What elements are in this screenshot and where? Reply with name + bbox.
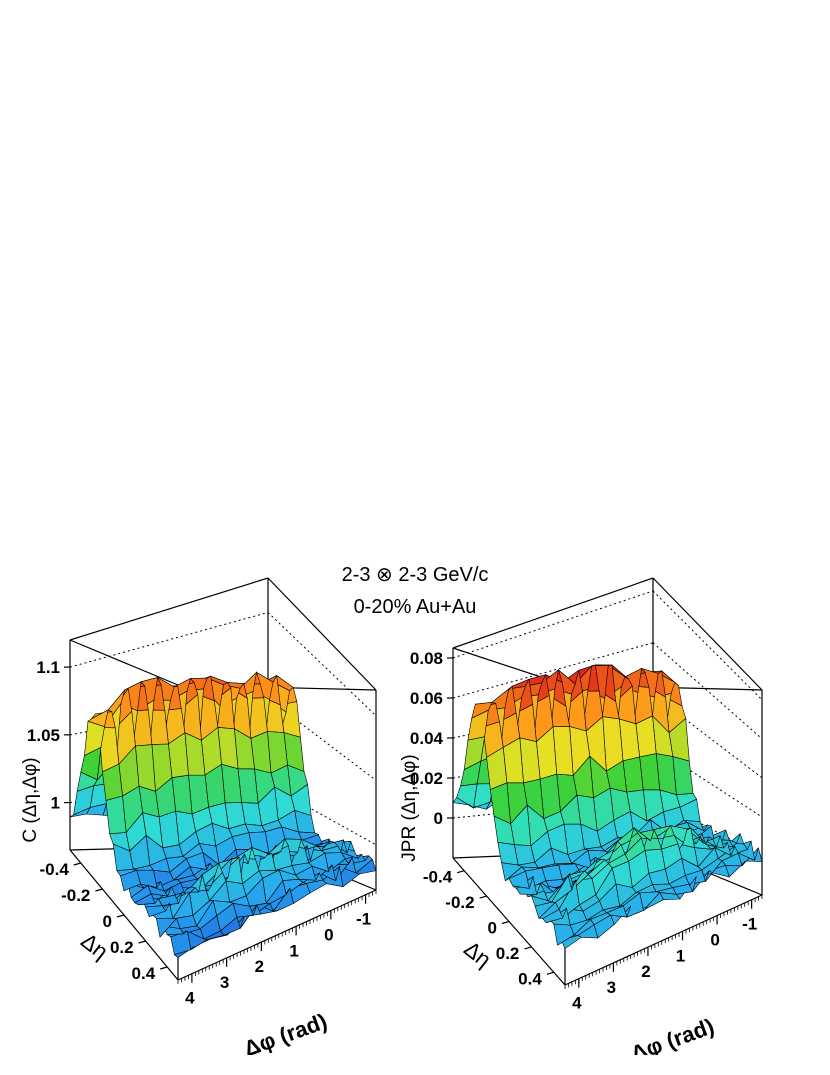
z-tick-label: 0: [434, 809, 443, 828]
deta-tick-label: 0: [103, 912, 112, 931]
deta-tick-label: 0.2: [110, 938, 134, 957]
dphi-tick-label: 0: [710, 931, 719, 950]
dphi-tick-label: -1: [356, 910, 371, 929]
dphi-tick-label: 2: [255, 957, 264, 976]
dphi-tick-label: 4: [572, 994, 582, 1013]
z-tick-label: 1.05: [27, 726, 60, 745]
z-gridline-left: [452, 590, 654, 659]
z-gridline-back: [652, 642, 763, 740]
z-axis-title: C (Δη,Δφ): [20, 757, 41, 842]
figure-subtitle: 0-20% Au+Au: [353, 596, 477, 618]
deta-tick: [501, 920, 510, 925]
deta-tick-label: 0.2: [496, 944, 520, 963]
dphi-tick-label: 1: [676, 946, 685, 965]
dphi-axis-title: Δφ (rad): [627, 1013, 717, 1055]
surface-cell: [105, 795, 127, 835]
box-edge-top-left: [452, 577, 654, 649]
surface-cell: [452, 797, 474, 809]
z-tick-label: 0.06: [410, 689, 443, 708]
deta-tick: [546, 971, 554, 975]
deta-tick-label: -0.2: [61, 886, 90, 905]
surface-cell: [69, 806, 91, 818]
box-edge-bottom-right: [564, 894, 763, 986]
correlation-surface-panel: 1 1.05 1.1 C (Δη,Δφ) -0.4 -0.2 0 0.2 0.4 Δη 4 3 2 1 0 -…: [20, 577, 377, 1055]
box-edge-top-left: [69, 577, 269, 641]
deta-tick-label: -0.2: [445, 893, 474, 912]
z-gridline-back: [652, 590, 763, 701]
deta-tick: [138, 940, 146, 944]
deta-tick: [524, 946, 532, 950]
deta-axis-title: Δη: [76, 928, 113, 964]
box-edge-top-back: [267, 577, 377, 691]
deta-tick: [116, 914, 125, 918]
deta-tick-label: 0: [488, 919, 497, 938]
dphi-tick-label: 3: [607, 978, 616, 997]
deta-tick: [160, 966, 168, 970]
surface-cell: [489, 782, 511, 825]
dphi-axis-title: Δφ (rad): [240, 1008, 330, 1055]
deta-tick-label: 0.4: [132, 964, 156, 983]
dphi-tick-label: 3: [220, 973, 229, 992]
dphi-tick-label: 0: [324, 926, 333, 945]
box-edge-bottom-right: [177, 889, 377, 981]
deta-tick-label: -0.4: [423, 868, 453, 887]
dphi-tick-label: -1: [742, 915, 757, 934]
deta-tick: [457, 870, 465, 874]
box-edge-top-back: [652, 577, 763, 691]
z-axis-title: JPR (Δη,Δφ): [399, 754, 420, 861]
z-gridline-left: [69, 611, 269, 668]
dphi-tick-label: 4: [185, 989, 195, 1008]
jpr-surface-panel: 0 0.02 0.04 0.06 0.08 JPR (Δη,Δφ)-0.4 -0.2 0 0.2…: [399, 577, 763, 1055]
z-tick-label: 0.08: [410, 649, 443, 668]
deta-tick-label: 0.4: [518, 969, 542, 988]
z-tick-label: 1: [51, 794, 60, 813]
figure-title: 2-3 ⊗ 2-3 GeV/c: [341, 564, 489, 586]
deta-tick: [73, 862, 81, 866]
z-tick-label: 0.04: [410, 729, 444, 748]
deta-tick: [479, 895, 487, 899]
deta-tick: [95, 888, 103, 892]
z-tick-label: 1.1: [36, 658, 60, 677]
dphi-tick-label: 2: [641, 962, 650, 981]
deta-axis-title: Δη: [459, 936, 496, 972]
box-edge-top-front: [69, 639, 179, 686]
z-tick-label: 0.02: [410, 769, 443, 788]
dphi-tick-label: 1: [289, 941, 298, 960]
deta-tick-label: -0.4: [40, 860, 70, 879]
